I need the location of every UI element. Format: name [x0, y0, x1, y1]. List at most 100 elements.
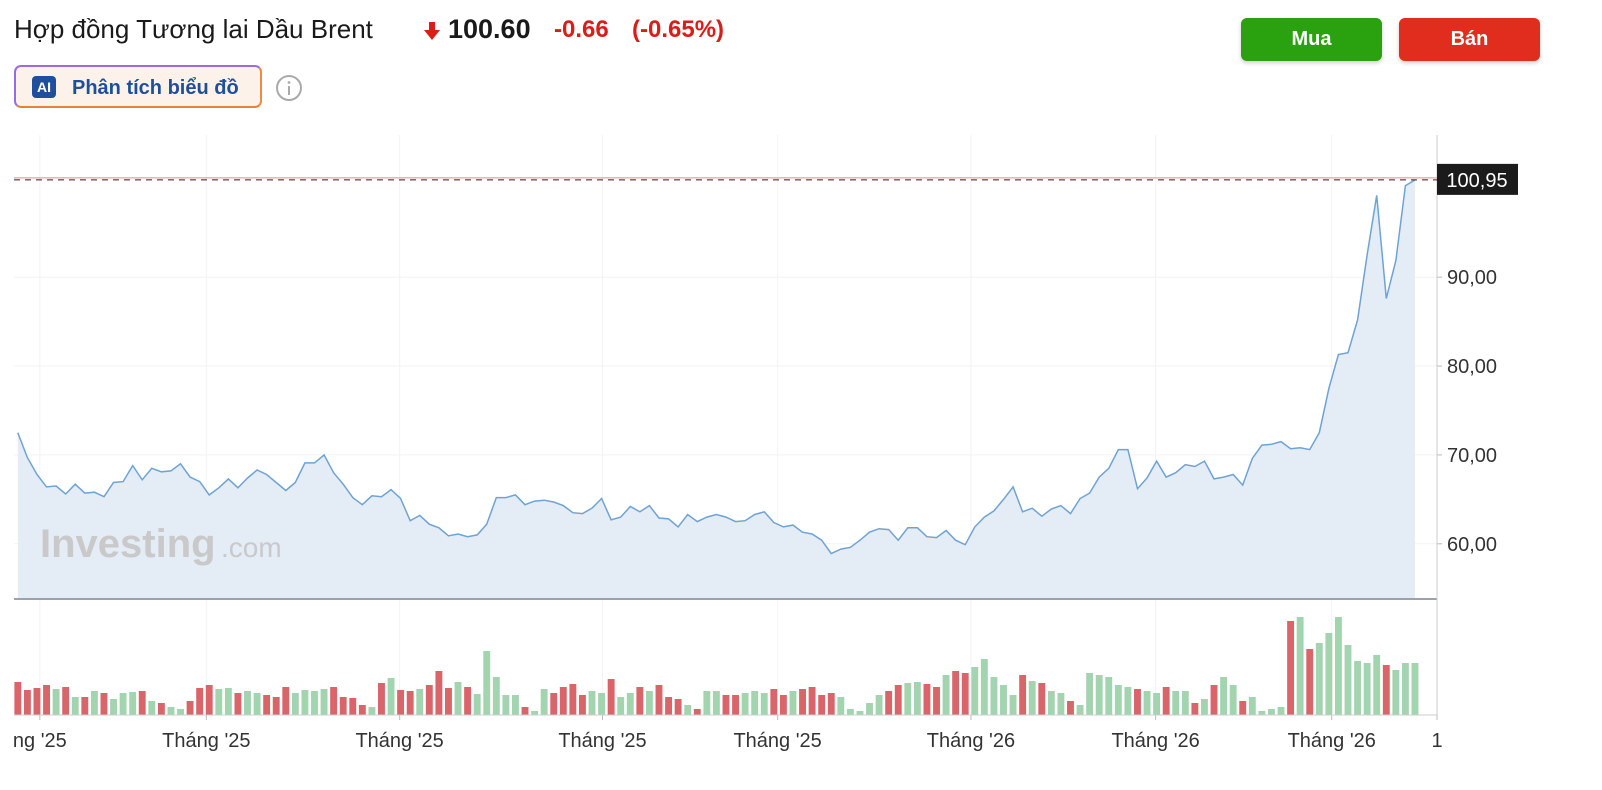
volume-bar	[885, 691, 893, 715]
volume-bar	[339, 697, 347, 715]
volume-bar	[933, 687, 940, 715]
buy-button[interactable]: Mua	[1241, 18, 1382, 61]
y-tick-label: 80,00	[1447, 356, 1497, 378]
volume-bar	[14, 682, 22, 715]
volume-bar	[540, 689, 548, 715]
volume-bar	[990, 677, 998, 715]
volume-bar	[1268, 709, 1275, 715]
volume-bar	[1382, 665, 1390, 715]
volume-bar	[1019, 675, 1027, 715]
volume-bar	[81, 697, 89, 715]
volume-bar	[741, 693, 749, 715]
x-tick-label: Tháng '25	[733, 730, 821, 752]
volume-bar	[732, 695, 739, 715]
volume-bar	[406, 691, 414, 715]
volume-bar	[942, 675, 950, 715]
x-tick-label: Tháng '26	[1111, 730, 1199, 752]
volume-bar	[1000, 685, 1007, 715]
last-price-label: 100,95	[1446, 170, 1507, 192]
ai-label: Phân tích biểu đồ	[72, 77, 239, 99]
volume-bar	[1162, 687, 1170, 715]
volume-bar	[971, 667, 979, 715]
volume-bar	[645, 691, 653, 715]
volume-bar	[770, 689, 778, 715]
volume-bar	[952, 671, 960, 715]
volume-bar	[1153, 693, 1161, 715]
volume-bar	[1057, 693, 1065, 715]
volume-bar	[1067, 701, 1074, 715]
price-change: -0.66	[554, 16, 609, 43]
volume-bar	[253, 693, 261, 715]
volume-bar	[301, 690, 309, 715]
volume-bar	[1287, 621, 1295, 715]
volume-bar	[904, 683, 912, 715]
volume-bar	[282, 687, 290, 715]
volume-bar	[416, 689, 424, 715]
volume-bar	[291, 693, 299, 715]
volume-bar	[1229, 685, 1237, 715]
watermark-brand: Investing	[40, 522, 216, 566]
volume-bar	[244, 691, 251, 715]
volume-bar	[100, 693, 108, 715]
volume-bar	[1363, 663, 1371, 715]
volume-bar	[875, 695, 883, 715]
volume-bar	[837, 697, 845, 715]
last-price-box	[1437, 163, 1518, 195]
instrument-title: Hợp đồng Tương lai Dầu Brent	[14, 14, 373, 44]
volume-bar	[1076, 705, 1084, 715]
volume-bar	[961, 673, 969, 715]
volume-bar	[827, 693, 835, 715]
volume-bar	[425, 685, 433, 715]
ai-analysis-button[interactable]: AI Phân tích biểu đồ	[14, 65, 262, 108]
volume-bar	[1315, 643, 1323, 715]
volume-bar	[33, 688, 41, 715]
volume-bar	[789, 691, 797, 715]
volume-bar	[90, 691, 98, 715]
volume-bar	[378, 683, 385, 715]
volume-bar	[129, 692, 137, 715]
volume-bar	[588, 691, 596, 715]
volume-bar	[866, 703, 873, 715]
volume-bar	[397, 690, 405, 715]
volume-bar	[1220, 677, 1228, 715]
volume-bar	[598, 693, 606, 715]
volume-bar	[1047, 691, 1055, 715]
volume-bar	[607, 679, 615, 715]
x-tick-label: Tháng '25	[355, 730, 443, 752]
watermark-suffix: .com	[221, 532, 282, 563]
price-change-percent: (-0.65%)	[632, 16, 725, 43]
volume-bar	[1028, 681, 1036, 715]
volume-bar	[1124, 687, 1132, 715]
volume-bar	[138, 691, 146, 715]
volume-bar	[1325, 633, 1333, 715]
volume-bar	[799, 689, 806, 715]
volume-bar	[1095, 675, 1103, 715]
volume-bar	[62, 687, 70, 715]
y-tick-label: 90,00	[1447, 267, 1497, 289]
volume-bar	[751, 691, 759, 715]
volume-bar	[224, 688, 232, 715]
volume-bar	[846, 709, 854, 715]
volume-bar	[1191, 703, 1199, 715]
volume-bar	[665, 697, 673, 715]
volume-bar	[626, 693, 634, 715]
volume-bar	[722, 695, 730, 715]
volume-bar	[559, 687, 567, 715]
volume-bar	[980, 659, 988, 715]
volume-bar	[502, 695, 510, 715]
volume-bar	[550, 693, 558, 715]
info-icon[interactable]	[275, 74, 303, 102]
volume-bar	[205, 685, 213, 715]
volume-bar	[196, 688, 204, 715]
volume-bar	[1334, 617, 1342, 715]
volume-bar	[1277, 707, 1285, 715]
x-tick-label: Tháng '26	[927, 730, 1015, 752]
volume-bar	[1306, 649, 1314, 715]
sell-button[interactable]: Bán	[1399, 18, 1540, 61]
volume-bar	[818, 695, 826, 715]
volume-bar	[473, 694, 481, 715]
volume-bar	[1201, 699, 1208, 715]
volume-bar	[684, 705, 692, 715]
volume-bar	[23, 690, 31, 715]
